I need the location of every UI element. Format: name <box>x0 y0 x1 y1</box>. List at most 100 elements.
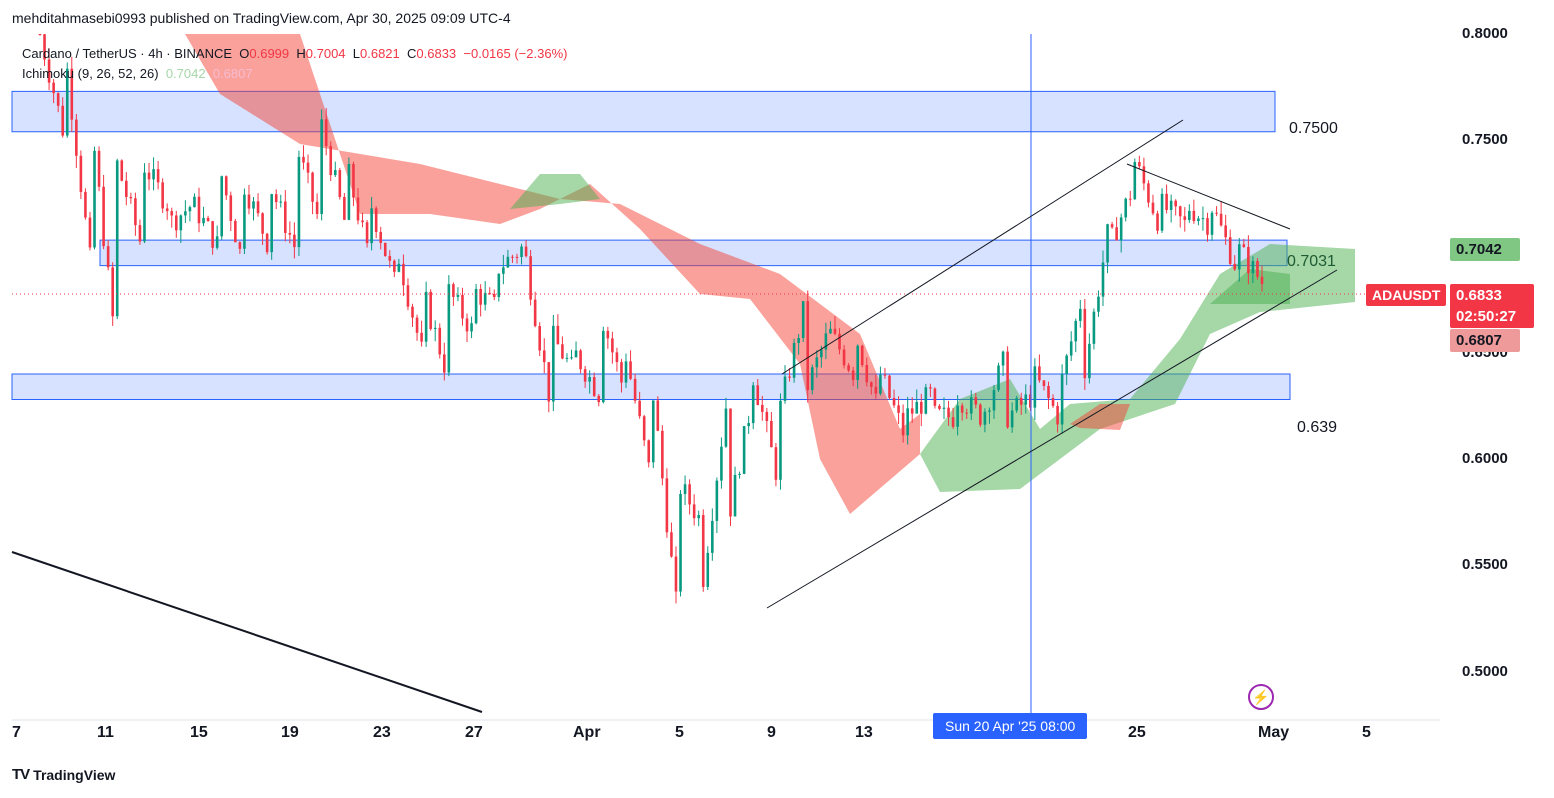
candle-body <box>665 478 669 533</box>
candle-body <box>565 357 569 359</box>
candle-body <box>220 176 224 237</box>
candle-body <box>706 552 710 587</box>
candle-body <box>979 404 982 425</box>
candle-body <box>542 350 546 363</box>
candle-body <box>393 260 396 272</box>
candle-body <box>1138 162 1141 167</box>
candle-body <box>1056 405 1059 425</box>
candle-body <box>720 446 723 481</box>
candle-body <box>783 376 787 401</box>
candle-body <box>279 201 283 203</box>
candle-body <box>1197 218 1200 222</box>
candle-body <box>711 520 714 553</box>
candle-body <box>397 263 401 272</box>
candle-body <box>1069 341 1073 356</box>
zone-label-top: 0.7500 <box>1289 120 1338 137</box>
span-b-tag: 0.6807 <box>1450 329 1520 352</box>
candle-body <box>197 196 201 224</box>
candle-body <box>765 411 769 422</box>
candle-body <box>1128 198 1132 200</box>
candle-body <box>561 344 564 359</box>
price-chart[interactable] <box>0 34 1554 764</box>
candle-body <box>997 365 1000 391</box>
symbol-price-tag: ADAUSDT <box>1366 284 1447 306</box>
open-label: O <box>239 46 250 61</box>
candle-body <box>1219 213 1223 226</box>
candle-body <box>265 233 269 253</box>
cloud-segment-1 <box>920 244 1355 492</box>
candle-body <box>683 484 687 494</box>
candle-body <box>960 405 964 413</box>
candle-body <box>647 440 651 463</box>
candle-body <box>424 291 428 342</box>
candle-body <box>202 217 205 224</box>
candle-body <box>747 423 750 427</box>
candle-body <box>93 150 96 248</box>
candle-body <box>624 361 628 383</box>
candle-body <box>606 330 610 339</box>
candle-body <box>856 345 859 380</box>
candle-body <box>274 194 278 203</box>
candle-body <box>906 408 909 436</box>
candle-body <box>520 246 523 257</box>
y-tick-label: 0.6000 <box>1462 450 1508 467</box>
close-label: C <box>407 46 417 61</box>
y-tick-label: 0.5000 <box>1462 662 1508 680</box>
candle-body <box>1151 202 1155 214</box>
indicator-title[interactable]: Ichimoku (9, 26, 52, 26) <box>22 66 159 81</box>
candle-body <box>365 222 369 244</box>
candle-body <box>443 354 446 373</box>
zone-box-0 <box>11 90 1276 133</box>
candle-body <box>75 119 78 156</box>
candle-body <box>901 412 905 436</box>
candle-body <box>1124 198 1128 218</box>
candle-body <box>679 493 682 592</box>
publisher-line: mehditahmasebi0993 published on TradingV… <box>12 10 511 26</box>
zone-label-bottom: 0.639 <box>1297 419 1338 436</box>
candle-body <box>1015 398 1018 411</box>
candle-body <box>379 231 383 243</box>
x-tick-label: 27 <box>465 724 483 741</box>
candle-body <box>224 176 228 196</box>
brand-name: TradingView <box>33 766 116 783</box>
candle-body <box>61 105 65 136</box>
candle-body <box>1192 210 1196 222</box>
candle-body <box>211 221 214 248</box>
candle-body <box>892 397 896 406</box>
candle-body <box>288 232 292 235</box>
low-value: 0.6821 <box>360 46 400 61</box>
candle-body <box>1174 200 1177 207</box>
tradingview-logo[interactable]: TV TradingView <box>12 766 115 783</box>
candle-body <box>474 288 478 324</box>
candle-body <box>452 284 455 297</box>
candle-body <box>261 213 264 234</box>
x-tick-label: 25 <box>1128 724 1146 741</box>
candle-body <box>106 246 110 268</box>
candle-body <box>865 365 869 383</box>
candle-body <box>347 164 351 220</box>
candle-body <box>570 357 573 359</box>
candle-body <box>983 411 987 425</box>
candle-body <box>956 405 959 427</box>
x-tick-label: 19 <box>281 724 299 741</box>
candle-body <box>102 186 105 247</box>
indicator-row: Ichimoku (9, 26, 52, 26) 0.7042 0.6807 <box>22 64 567 84</box>
candle-body <box>552 325 555 402</box>
candle-body <box>370 208 373 244</box>
ichimoku-cloud-layer <box>185 34 1355 514</box>
candle-body <box>583 369 587 382</box>
high-label: H <box>296 46 306 61</box>
candle-body <box>456 294 460 297</box>
candle-body <box>215 236 219 248</box>
replay-icon[interactable]: ⚡ <box>1248 684 1274 710</box>
candle-body <box>511 256 514 258</box>
candle-body <box>333 170 337 176</box>
candle-body <box>1251 261 1255 274</box>
candle-body <box>38 34 42 35</box>
candle-body <box>842 349 846 366</box>
candle-body <box>701 515 705 587</box>
candle-body <box>356 197 360 221</box>
symbol-title[interactable]: Cardano / TetherUS · 4h · BINANCE <box>22 46 233 61</box>
candle-body <box>420 332 423 342</box>
candle-body <box>779 400 782 480</box>
